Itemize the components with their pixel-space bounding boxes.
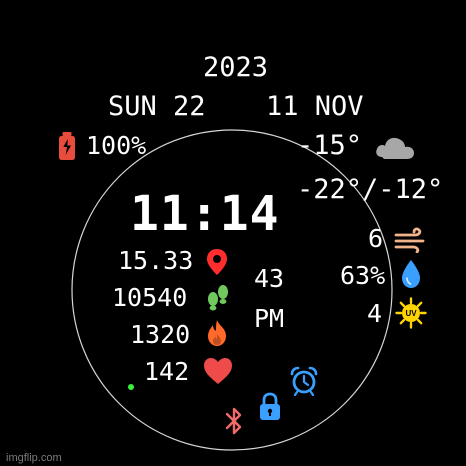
svg-text:UV: UV <box>405 309 417 318</box>
heart-rate-value: 142 <box>144 357 190 386</box>
bluetooth-icon <box>225 407 242 435</box>
uv-sun-icon: UV <box>395 297 427 329</box>
humidity-value: 63% <box>340 261 386 290</box>
uv-index-value: 4 <box>367 299 383 328</box>
temperature-now: -15° <box>297 130 363 161</box>
wind-speed-value: 6 <box>368 224 384 253</box>
calories-value: 1320 <box>130 320 191 349</box>
steps-value: 10540 <box>112 283 188 312</box>
month-text: 11 NOV <box>266 91 364 122</box>
footsteps-icon <box>208 285 228 311</box>
wind-icon <box>394 227 425 253</box>
watermark-text: imgflip.com <box>6 452 62 464</box>
location-pin-icon <box>207 249 227 275</box>
heart-icon <box>204 358 232 384</box>
lock-icon <box>260 392 280 420</box>
ampm-indicator: PM <box>254 304 285 333</box>
temperature-range: -22°/-12° <box>297 174 444 205</box>
alarm-clock-icon <box>290 366 318 396</box>
day-text: SUN 22 <box>108 91 206 122</box>
water-drop-icon <box>402 260 420 288</box>
seconds-value: 43 <box>254 264 285 293</box>
cloud-icon <box>376 137 414 159</box>
distance-value: 15.33 <box>118 246 194 275</box>
time-display: 11:14 <box>130 186 280 242</box>
seconds-indicator-dot <box>128 384 134 390</box>
battery-percent: 100% <box>86 131 147 160</box>
battery-icon <box>59 132 75 160</box>
year-text: 2023 <box>203 52 269 83</box>
flame-icon <box>208 320 226 346</box>
